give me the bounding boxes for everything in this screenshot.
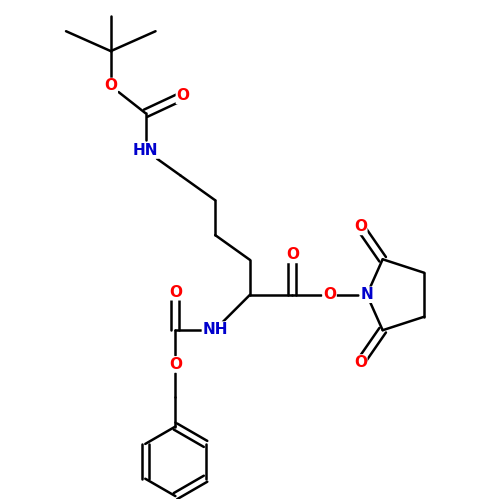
- Text: O: O: [104, 78, 118, 94]
- Text: O: O: [354, 220, 367, 234]
- Text: HN: HN: [133, 143, 158, 158]
- Text: NH: NH: [202, 322, 228, 337]
- Text: O: O: [323, 287, 336, 302]
- Text: O: O: [169, 357, 182, 372]
- Text: O: O: [169, 285, 182, 300]
- Text: N: N: [360, 287, 373, 302]
- Text: O: O: [176, 88, 190, 104]
- Text: O: O: [354, 355, 367, 370]
- Text: O: O: [286, 248, 299, 262]
